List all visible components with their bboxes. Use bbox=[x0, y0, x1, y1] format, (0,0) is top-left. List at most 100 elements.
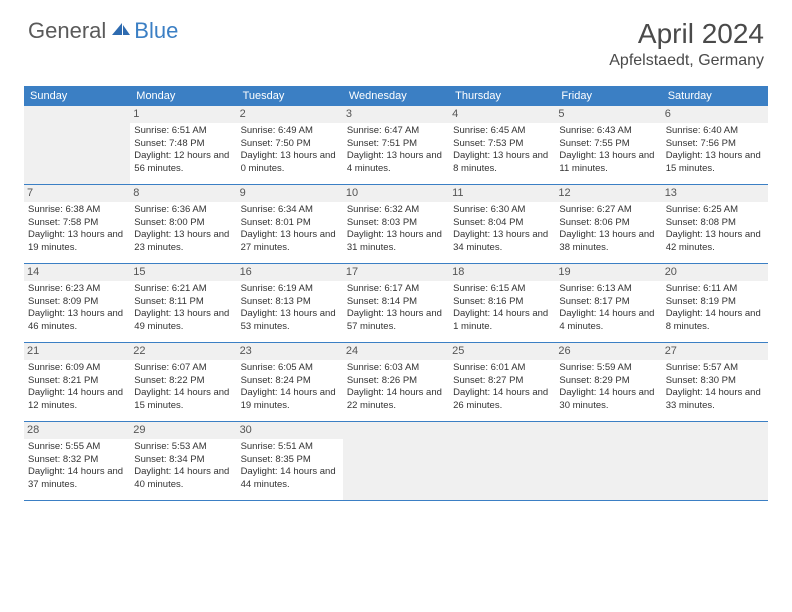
header: General Blue April 2024 Apfelstaedt, Ger… bbox=[0, 0, 792, 78]
sunrise-line: Sunrise: 6:11 AM bbox=[666, 283, 764, 296]
day-number: 29 bbox=[130, 422, 236, 439]
daylight-line: Daylight: 13 hours and 19 minutes. bbox=[28, 229, 126, 255]
sunrise-line: Sunrise: 5:57 AM bbox=[666, 362, 764, 375]
day-cell: 12Sunrise: 6:27 AMSunset: 8:06 PMDayligh… bbox=[555, 185, 661, 263]
sunset-line: Sunset: 8:03 PM bbox=[347, 217, 445, 230]
sunrise-line: Sunrise: 5:51 AM bbox=[241, 441, 339, 454]
day-number: 3 bbox=[343, 106, 449, 123]
day-number: 4 bbox=[449, 106, 555, 123]
day-number: 23 bbox=[237, 343, 343, 360]
daylight-line: Daylight: 14 hours and 4 minutes. bbox=[559, 308, 657, 334]
day-number: 11 bbox=[449, 185, 555, 202]
sunset-line: Sunset: 8:13 PM bbox=[241, 296, 339, 309]
day-cell: 2Sunrise: 6:49 AMSunset: 7:50 PMDaylight… bbox=[237, 106, 343, 184]
day-number: 8 bbox=[130, 185, 236, 202]
day-cell: 19 Sunrise: 6:13 AMSunset: 8:17 PMDayligh… bbox=[555, 264, 661, 342]
day-number: 6 bbox=[662, 106, 768, 123]
sunrise-line: Sunrise: 6:05 AM bbox=[241, 362, 339, 375]
sunset-line: Sunset: 8:01 PM bbox=[241, 217, 339, 230]
week-row: 7Sunrise: 6:38 AMSunset: 7:58 PMDaylight… bbox=[24, 185, 768, 264]
daylight-line: Daylight: 13 hours and 46 minutes. bbox=[28, 308, 126, 334]
sunset-line: Sunset: 8:11 PM bbox=[134, 296, 232, 309]
logo: General Blue bbox=[28, 18, 178, 44]
day-cell: 27Sunrise: 5:57 AMSunset: 8:30 PMDayligh… bbox=[662, 343, 768, 421]
day-number: 18 bbox=[449, 264, 555, 281]
sunset-line: Sunset: 7:55 PM bbox=[559, 138, 657, 151]
sunset-line: Sunset: 7:53 PM bbox=[453, 138, 551, 151]
daylight-line: Daylight: 13 hours and 27 minutes. bbox=[241, 229, 339, 255]
sunrise-line: Sunrise: 6:25 AM bbox=[666, 204, 764, 217]
day-number: 7 bbox=[24, 185, 130, 202]
sunset-line: Sunset: 7:56 PM bbox=[666, 138, 764, 151]
daylight-line: Daylight: 14 hours and 44 minutes. bbox=[241, 466, 339, 492]
daylight-line: Daylight: 13 hours and 15 minutes. bbox=[666, 150, 764, 176]
day-cell: 7Sunrise: 6:38 AMSunset: 7:58 PMDaylight… bbox=[24, 185, 130, 263]
sunset-line: Sunset: 8:22 PM bbox=[134, 375, 232, 388]
sunset-line: Sunset: 8:17 PM bbox=[559, 296, 657, 309]
day-cell: 8 Sunrise: 6:36 AMSunset: 8:00 PMDaylight… bbox=[130, 185, 236, 263]
day-cell: 9 Sunrise: 6:34 AMSunset: 8:01 PMDaylight… bbox=[237, 185, 343, 263]
day-cell: 11Sunrise: 6:30 AMSunset: 8:04 PMDayligh… bbox=[449, 185, 555, 263]
sunset-line: Sunset: 8:00 PM bbox=[134, 217, 232, 230]
daylight-line: Daylight: 13 hours and 31 minutes. bbox=[347, 229, 445, 255]
logo-text-blue: Blue bbox=[134, 18, 178, 44]
day-number: 21 bbox=[24, 343, 130, 360]
sunrise-line: Sunrise: 6:32 AM bbox=[347, 204, 445, 217]
day-header-row: SundayMondayTuesdayWednesdayThursdayFrid… bbox=[24, 86, 768, 106]
sunrise-line: Sunrise: 6:36 AM bbox=[134, 204, 232, 217]
daylight-line: Daylight: 14 hours and 22 minutes. bbox=[347, 387, 445, 413]
day-number: 15 bbox=[130, 264, 236, 281]
day-cell: 30Sunrise: 5:51 AMSunset: 8:35 PMDayligh… bbox=[237, 422, 343, 500]
daylight-line: Daylight: 14 hours and 40 minutes. bbox=[134, 466, 232, 492]
daylight-line: Daylight: 13 hours and 49 minutes. bbox=[134, 308, 232, 334]
sunrise-line: Sunrise: 5:59 AM bbox=[559, 362, 657, 375]
daylight-line: Daylight: 13 hours and 53 minutes. bbox=[241, 308, 339, 334]
day-cell: 18Sunrise: 6:15 AMSunset: 8:16 PMDayligh… bbox=[449, 264, 555, 342]
daylight-line: Daylight: 13 hours and 23 minutes. bbox=[134, 229, 232, 255]
daylight-line: Daylight: 14 hours and 12 minutes. bbox=[28, 387, 126, 413]
day-number: 19 bbox=[555, 264, 661, 281]
day-number: 2 bbox=[237, 106, 343, 123]
sunrise-line: Sunrise: 6:27 AM bbox=[559, 204, 657, 217]
daylight-line: Daylight: 14 hours and 30 minutes. bbox=[559, 387, 657, 413]
sunrise-line: Sunrise: 6:13 AM bbox=[559, 283, 657, 296]
day-cell: 10Sunrise: 6:32 AMSunset: 8:03 PMDayligh… bbox=[343, 185, 449, 263]
day-cell: 20Sunrise: 6:11 AMSunset: 8:19 PMDayligh… bbox=[662, 264, 768, 342]
day-number: 25 bbox=[449, 343, 555, 360]
day-number: 20 bbox=[662, 264, 768, 281]
day-cell: 22Sunrise: 6:07 AMSunset: 8:22 PMDayligh… bbox=[130, 343, 236, 421]
daylight-line: Daylight: 14 hours and 19 minutes. bbox=[241, 387, 339, 413]
daylight-line: Daylight: 14 hours and 37 minutes. bbox=[28, 466, 126, 492]
sunrise-line: Sunrise: 6:45 AM bbox=[453, 125, 551, 138]
day-number: 17 bbox=[343, 264, 449, 281]
sunrise-line: Sunrise: 6:03 AM bbox=[347, 362, 445, 375]
daylight-line: Daylight: 12 hours and 56 minutes. bbox=[134, 150, 232, 176]
daylight-line: Daylight: 13 hours and 42 minutes. bbox=[666, 229, 764, 255]
sunrise-line: Sunrise: 6:21 AM bbox=[134, 283, 232, 296]
day-header-cell: Monday bbox=[130, 86, 236, 106]
sunrise-line: Sunrise: 6:01 AM bbox=[453, 362, 551, 375]
day-cell-empty bbox=[343, 422, 449, 500]
day-cell-empty bbox=[449, 422, 555, 500]
sunset-line: Sunset: 7:50 PM bbox=[241, 138, 339, 151]
daylight-line: Daylight: 14 hours and 15 minutes. bbox=[134, 387, 232, 413]
sunrise-line: Sunrise: 6:34 AM bbox=[241, 204, 339, 217]
day-number: 9 bbox=[237, 185, 343, 202]
daylight-line: Daylight: 14 hours and 1 minute. bbox=[453, 308, 551, 334]
day-cell-empty bbox=[662, 422, 768, 500]
day-header-cell: Sunday bbox=[24, 86, 130, 106]
sunrise-line: Sunrise: 6:38 AM bbox=[28, 204, 126, 217]
day-number: 1 bbox=[130, 106, 236, 123]
day-cell: 28Sunrise: 5:55 AMSunset: 8:32 PMDayligh… bbox=[24, 422, 130, 500]
week-row: 1Sunrise: 6:51 AMSunset: 7:48 PMDaylight… bbox=[24, 106, 768, 185]
sunrise-line: Sunrise: 6:17 AM bbox=[347, 283, 445, 296]
logo-sail-icon bbox=[110, 21, 132, 37]
sunrise-line: Sunrise: 6:07 AM bbox=[134, 362, 232, 375]
sunset-line: Sunset: 8:30 PM bbox=[666, 375, 764, 388]
sunrise-line: Sunrise: 6:15 AM bbox=[453, 283, 551, 296]
sunset-line: Sunset: 8:21 PM bbox=[28, 375, 126, 388]
daylight-line: Daylight: 13 hours and 57 minutes. bbox=[347, 308, 445, 334]
sunset-line: Sunset: 8:26 PM bbox=[347, 375, 445, 388]
sunset-line: Sunset: 8:09 PM bbox=[28, 296, 126, 309]
day-number: 13 bbox=[662, 185, 768, 202]
